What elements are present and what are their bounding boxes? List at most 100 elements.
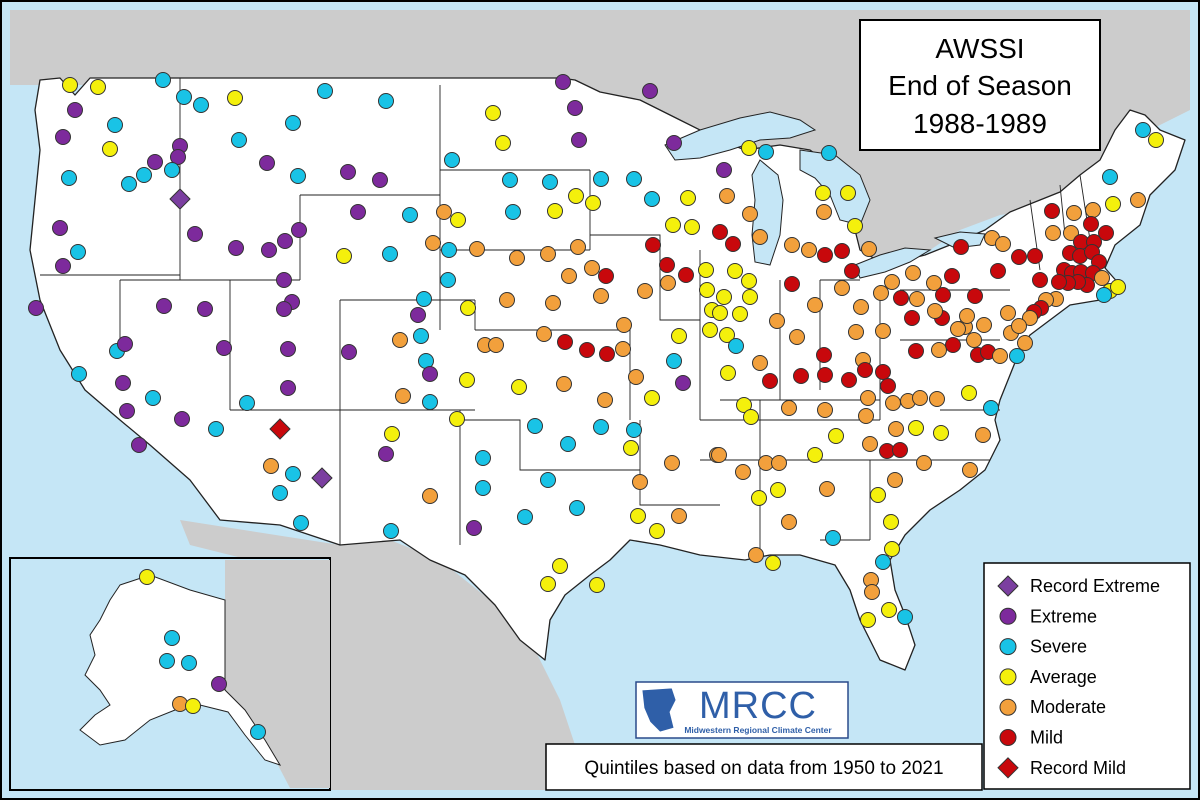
station-marker-moderate — [1011, 318, 1027, 334]
lake-erie — [854, 247, 932, 279]
station-marker-moderate — [860, 390, 876, 406]
station-marker-moderate — [926, 275, 942, 291]
station-marker-severe — [475, 450, 491, 466]
station-marker-severe — [164, 630, 180, 646]
station-marker-moderate — [1063, 225, 1079, 241]
station-marker-moderate — [873, 285, 889, 301]
station-marker-extreme — [119, 403, 135, 419]
station-marker-moderate — [1066, 205, 1082, 221]
station-marker-extreme — [187, 226, 203, 242]
station-marker-average — [741, 140, 757, 156]
station-marker-average — [684, 219, 700, 235]
station-marker-severe — [542, 174, 558, 190]
station-marker-average — [630, 508, 646, 524]
station-marker-mild — [967, 288, 983, 304]
station-marker-mild — [990, 263, 1006, 279]
station-marker-extreme — [666, 135, 682, 151]
station-marker-moderate — [905, 265, 921, 281]
station-marker-extreme — [350, 204, 366, 220]
station-marker-moderate — [885, 395, 901, 411]
station-marker-mild — [857, 362, 873, 378]
station-marker-moderate — [959, 308, 975, 324]
station-marker-moderate — [853, 299, 869, 315]
station-marker-severe — [593, 171, 609, 187]
station-marker-moderate — [781, 514, 797, 530]
station-marker-mild — [1011, 249, 1027, 265]
legend-label-moderate: Moderate — [1030, 697, 1106, 717]
station-marker-moderate — [570, 239, 586, 255]
station-marker-average — [485, 105, 501, 121]
station-marker-extreme — [211, 676, 227, 692]
station-marker-average — [807, 447, 823, 463]
station-marker-average — [90, 79, 106, 95]
station-marker-mild — [678, 267, 694, 283]
station-marker-average — [883, 514, 899, 530]
station-marker-extreme — [55, 129, 71, 145]
station-marker-severe — [1135, 122, 1151, 138]
legend-marker-moderate — [999, 698, 1017, 716]
station-marker-average — [742, 289, 758, 305]
station-marker-moderate — [545, 295, 561, 311]
station-marker-severe — [440, 272, 456, 288]
station-marker-severe — [444, 152, 460, 168]
station-marker-moderate — [1022, 310, 1038, 326]
station-marker-moderate — [862, 436, 878, 452]
station-marker-moderate — [735, 464, 751, 480]
station-marker-severe — [875, 554, 891, 570]
station-marker-moderate — [615, 341, 631, 357]
logo-name: MRCC — [699, 685, 817, 727]
station-marker-severe — [293, 515, 309, 531]
station-marker-extreme — [67, 102, 83, 118]
station-marker-average — [547, 203, 563, 219]
station-marker-average — [449, 411, 465, 427]
station-marker-mild — [875, 364, 891, 380]
station-marker-average — [727, 263, 743, 279]
station-marker-average — [185, 698, 201, 714]
station-marker-moderate — [616, 317, 632, 333]
station-marker-average — [933, 425, 949, 441]
station-marker-average — [815, 185, 831, 201]
station-marker-severe — [502, 172, 518, 188]
station-marker-mild — [1083, 216, 1099, 232]
station-marker-average — [450, 212, 466, 228]
station-marker-moderate — [719, 188, 735, 204]
station-marker-moderate — [819, 481, 835, 497]
station-marker-severe — [626, 171, 642, 187]
station-marker-moderate — [422, 488, 438, 504]
station-marker-severe — [285, 115, 301, 131]
station-marker-moderate — [887, 472, 903, 488]
station-marker-moderate — [950, 321, 966, 337]
station-marker-average — [884, 541, 900, 557]
station-marker-moderate — [593, 288, 609, 304]
station-marker-moderate — [395, 388, 411, 404]
station-marker-severe — [560, 436, 576, 452]
station-marker-extreme — [276, 301, 292, 317]
station-marker-extreme — [422, 366, 438, 382]
station-marker-mild — [1044, 203, 1060, 219]
station-marker-average — [732, 306, 748, 322]
lake-superior — [664, 111, 817, 161]
station-marker-extreme — [28, 300, 44, 316]
station-marker-mild — [1051, 274, 1067, 290]
station-marker-record-extreme — [169, 188, 191, 210]
station-marker-extreme — [378, 446, 394, 462]
station-marker-extreme — [675, 375, 691, 391]
legend-box — [983, 562, 1191, 790]
station-marker-moderate — [807, 297, 823, 313]
station-marker-extreme — [174, 411, 190, 427]
mexico-landmass — [180, 520, 585, 790]
station-markers — [28, 72, 1164, 740]
station-marker-extreme — [131, 437, 147, 453]
station-marker-average — [716, 289, 732, 305]
station-marker-extreme — [567, 100, 583, 116]
station-marker-average — [860, 612, 876, 628]
station-marker-moderate — [632, 474, 648, 490]
station-marker-severe — [382, 246, 398, 262]
station-marker-extreme — [571, 132, 587, 148]
station-marker-extreme — [276, 272, 292, 288]
station-marker-average — [680, 190, 696, 206]
station-marker-moderate — [742, 206, 758, 222]
station-marker-severe — [593, 419, 609, 435]
station-marker-severe — [383, 523, 399, 539]
